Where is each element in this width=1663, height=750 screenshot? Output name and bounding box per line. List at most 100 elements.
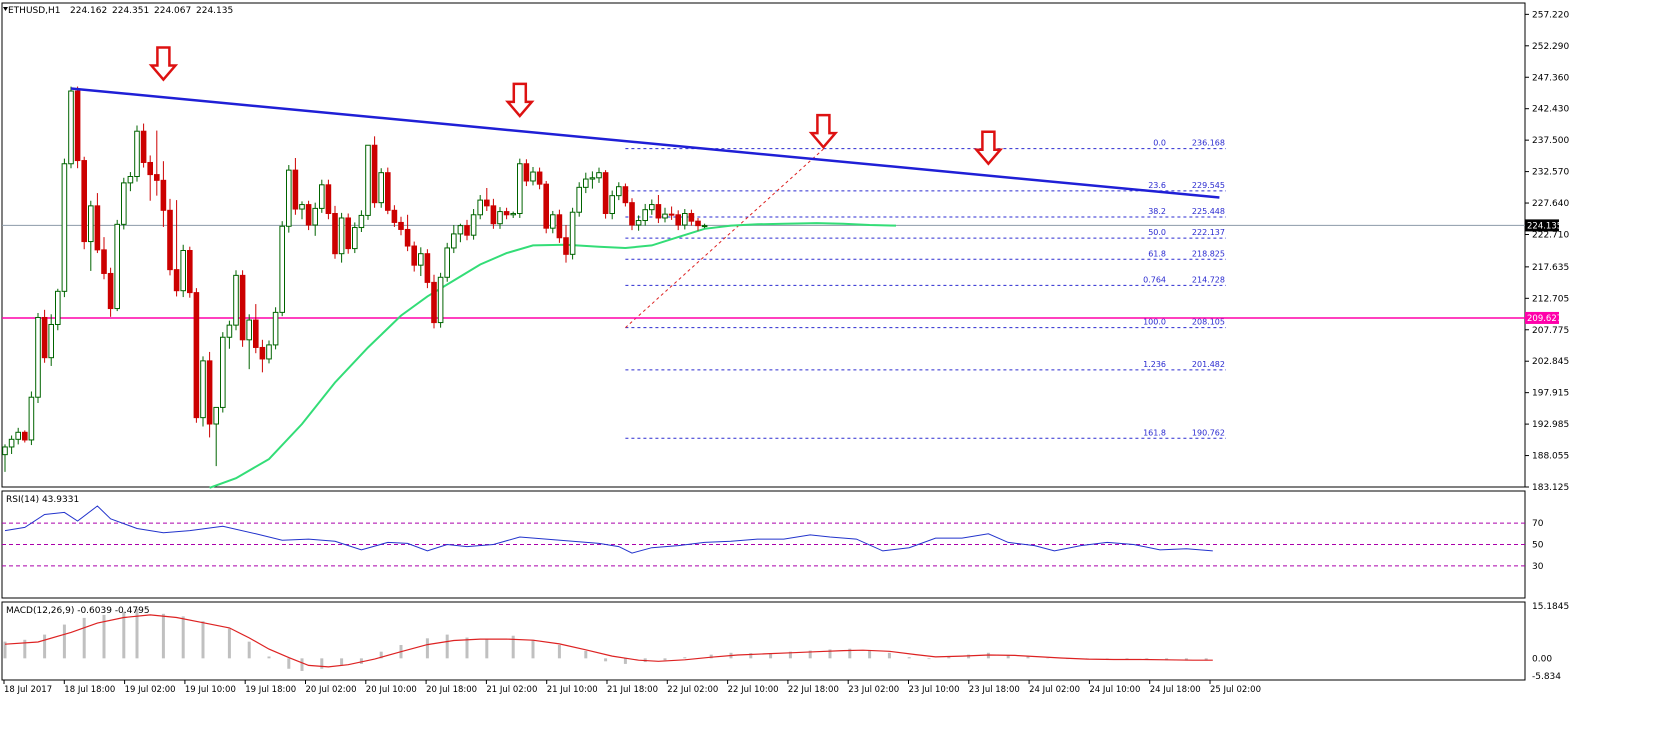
bull-candle [497,211,503,225]
macd-axis-label: 0.00 [1532,654,1552,664]
bull-candle [457,225,464,235]
bull-candle [635,220,642,226]
price-pane-frame [1,2,1526,488]
bear-candle [622,186,629,204]
macd-title: MACD(12,26,9) -0.6039 -0.4795 [6,606,150,616]
bear-candle [305,204,312,226]
bear-candle [239,274,246,341]
price-axis-label: 202.845 [1532,357,1569,367]
rsi-pane-frame [1,490,1526,599]
bull-candle [642,209,649,222]
bull-candle [583,178,589,188]
bull-candle [88,205,94,243]
bull-candle [127,176,134,184]
bull-candle [68,90,74,165]
fib-level-value: 225.448 [1192,207,1225,216]
ohlc-close-value: 224.135 [196,6,233,16]
fib-level-value: 218.825 [1192,249,1225,258]
time-axis-label: 24 Jul 18:00 [1150,685,1201,695]
bull-candle [510,213,516,216]
bull-candle [358,214,365,229]
bull-candle [279,225,285,313]
fib-level-value: 222.137 [1192,228,1225,237]
bull-candle [418,253,424,266]
fib-level-value: 229.545 [1192,181,1225,190]
bear-candle [503,211,510,216]
sma-line [209,222,897,489]
bull-candle [682,213,688,226]
bear-candle [385,172,391,211]
price-axis-label: 242.430 [1532,105,1569,115]
bull-candle [15,431,21,440]
bear-candle [688,213,695,222]
bull-candle [55,290,61,325]
bear-candle [655,204,662,219]
bear-candle [101,249,107,274]
time-axis-label: 19 Jul 10:00 [185,685,236,695]
fib-level-ratio: 23.6 [1148,181,1166,190]
macd-pane-frame [1,601,1526,681]
fib-level-ratio: 0.0 [1153,139,1166,148]
bull-candle [213,406,219,425]
panel-menu-icon [3,7,8,11]
price-axis-label: 257.220 [1532,10,1569,20]
bear-candle [292,169,299,210]
fib-level-value: 201.482 [1192,360,1225,369]
fib-level-ratio: 38.2 [1148,207,1166,216]
bear-candle [140,130,147,163]
bull-candle [35,316,41,398]
macd-axis-label: 15.1845 [1532,602,1569,612]
ohlc-high-value: 224.351 [112,6,149,16]
time-axis-label: 23 Jul 18:00 [969,685,1020,695]
bull-candle [477,199,483,216]
bear-candle [371,144,378,204]
bull-candle [365,144,371,216]
fib-level-ratio: 100.0 [1143,318,1166,327]
bull-candle [437,276,444,324]
bull-candle [576,186,583,213]
bear-candle [543,183,550,229]
price-axis-label: 197.915 [1532,389,1569,399]
time-axis-label: 19 Jul 18:00 [245,685,296,695]
bear-candle [187,250,193,294]
price-axis-label: 207.775 [1532,326,1569,336]
bear-candle [391,209,398,223]
down-arrow-icon [808,113,839,150]
fib-level-ratio: 61.8 [1148,249,1166,258]
bear-candle [173,269,180,292]
price-axis-label: 217.635 [1532,263,1569,273]
bull-candle [233,274,239,326]
time-axis-label: 24 Jul 02:00 [1029,685,1080,695]
bear-candle [325,184,332,215]
bull-candle [338,217,345,255]
bear-candle [668,213,675,216]
ohlc-low-value: 224.067 [154,6,191,16]
bear-candle [206,360,213,425]
fib-level-ratio: 50.0 [1148,228,1166,237]
time-axis-label: 18 Jul 18:00 [64,685,115,695]
bull-candle [299,204,305,210]
time-axis-label: 23 Jul 02:00 [848,685,899,695]
bear-candle [556,214,563,239]
bear-candle [332,213,338,255]
time-axis-label: 20 Jul 18:00 [426,685,477,695]
bear-candle [345,217,351,250]
bull-candle [200,360,206,419]
rsi-title: RSI(14) 43.9331 [6,495,79,505]
bull-candle [530,171,536,182]
bear-candle [464,225,470,236]
price-axis-label: 212.705 [1532,294,1569,304]
bear-candle [147,161,153,176]
time-axis-label: 21 Jul 02:00 [486,685,537,695]
bear-candle [94,205,101,251]
bull-candle [470,214,477,236]
fib-level-value: 236.168 [1192,139,1225,148]
bull-candle [609,195,616,215]
time-axis-label: 22 Jul 10:00 [728,685,779,695]
bear-candle [253,319,259,348]
bull-candle [121,182,127,225]
bull-candle [220,336,226,408]
bull-candle [246,319,252,341]
